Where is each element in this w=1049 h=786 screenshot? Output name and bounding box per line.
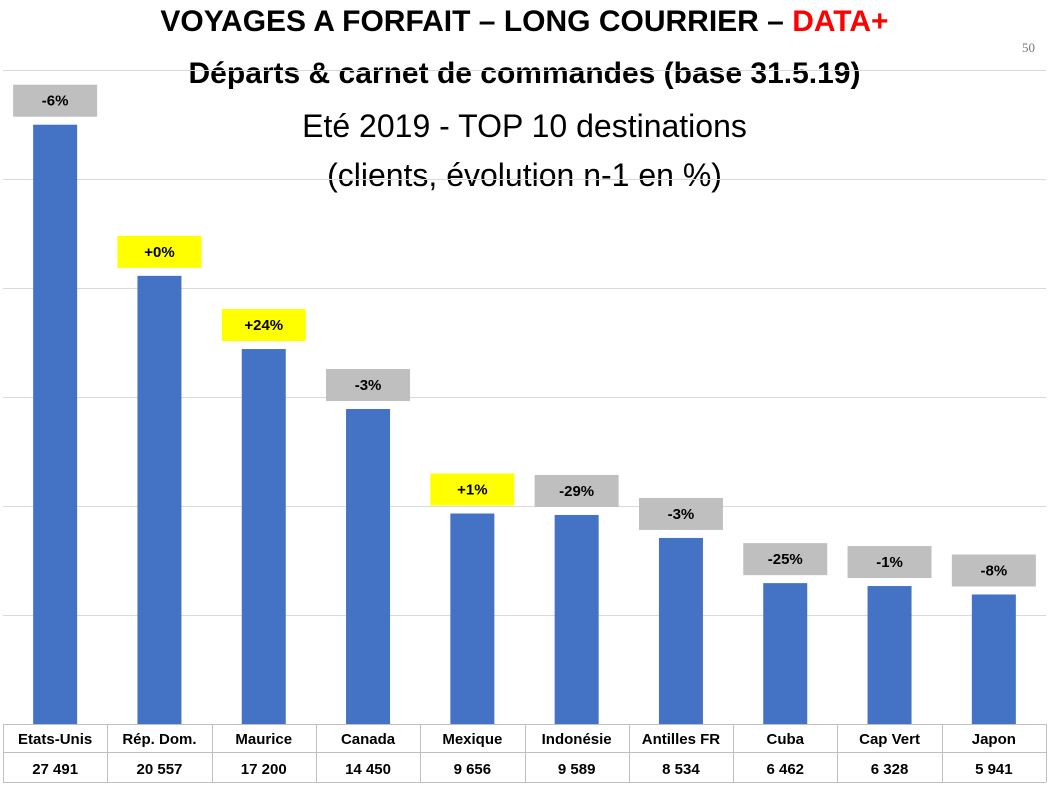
evolution-label: +1% xyxy=(457,481,487,498)
evolution-label-box xyxy=(638,497,723,530)
x-tick-label: Maurice xyxy=(235,731,292,748)
evolution-label: -29% xyxy=(559,483,594,500)
evolution-label: -8% xyxy=(981,562,1008,579)
chart-subtitle-period: Eté 2019 - TOP 10 destinations xyxy=(302,108,747,144)
x-tick-label: Canada xyxy=(341,731,396,748)
evolution-label-box xyxy=(951,554,1036,587)
bar-10 xyxy=(971,594,1016,724)
bar-7 xyxy=(658,537,703,724)
evolution-label-box xyxy=(117,235,202,268)
x-tick-label: Japon xyxy=(972,731,1016,748)
x-tick-label: Cap Vert xyxy=(859,731,920,748)
value-label: 8 534 xyxy=(662,761,700,778)
value-label: 9 589 xyxy=(558,761,596,778)
value-label: 17 200 xyxy=(241,761,287,778)
evolution-label: -6% xyxy=(42,93,69,110)
value-label: 6 328 xyxy=(871,761,909,778)
evolution-label-box xyxy=(13,84,98,117)
bar-2 xyxy=(137,275,182,724)
value-label: 6 462 xyxy=(766,761,804,778)
evolution-label: -25% xyxy=(768,551,803,568)
chart-title-main: VOYAGES A FORFAIT – LONG COURRIER – xyxy=(160,5,793,38)
x-tick-label: Indonésie xyxy=(542,731,612,748)
x-tick-label: Rép. Dom. xyxy=(122,731,196,748)
evolution-label: -3% xyxy=(355,377,382,394)
value-label: 9 656 xyxy=(454,761,492,778)
value-label: 27 491 xyxy=(32,761,78,778)
bar-4 xyxy=(346,408,391,724)
evolution-label: +24% xyxy=(244,317,283,334)
x-tick-label: Cuba xyxy=(767,731,805,748)
bar-9 xyxy=(867,586,912,724)
bar-8 xyxy=(763,583,808,724)
evolution-label: +0% xyxy=(144,244,174,261)
evolution-label-box xyxy=(221,309,306,342)
evolution-label-box xyxy=(847,546,932,579)
chart-title: VOYAGES A FORFAIT – LONG COURRIER – DATA… xyxy=(0,4,1049,40)
bar-5 xyxy=(450,513,495,724)
evolution-label: -1% xyxy=(876,554,903,571)
bar-1 xyxy=(33,124,78,725)
evolution-label-box xyxy=(326,368,411,401)
value-label: 20 557 xyxy=(137,761,183,778)
x-tick-label: Etats-Unis xyxy=(18,731,92,748)
evolution-label-box xyxy=(430,473,515,506)
evolution-label: -3% xyxy=(668,506,695,523)
bar-3 xyxy=(241,349,286,724)
x-tick-label: Mexique xyxy=(442,731,502,748)
chart-subtitle-unit: (clients, évolution n-1 en %) xyxy=(327,157,722,193)
x-tick-label: Antilles FR xyxy=(642,731,721,748)
evolution-label-box xyxy=(743,543,828,576)
chart-title-accent: DATA+ xyxy=(792,5,889,38)
value-label: 14 450 xyxy=(345,761,391,778)
bar-6 xyxy=(554,514,599,724)
page-number: 50 xyxy=(1022,40,1035,55)
chart-subtitle: Départs & carnet de commandes (base 31.5… xyxy=(188,57,861,90)
evolution-label-box xyxy=(534,474,619,507)
value-label: 5 941 xyxy=(975,761,1013,778)
